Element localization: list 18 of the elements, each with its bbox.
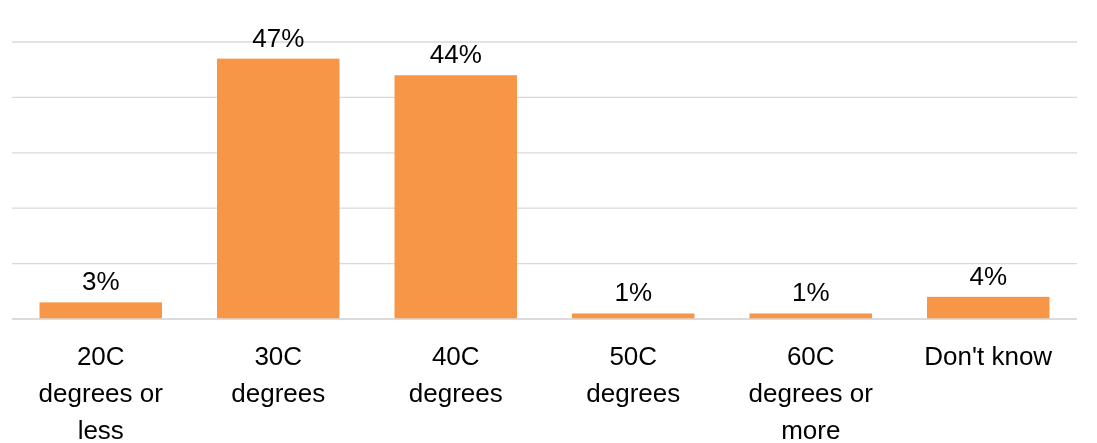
bar — [39, 302, 162, 319]
data-label: 47% — [252, 22, 305, 53]
bar — [572, 313, 695, 319]
x-tick-label: 20C degrees or less — [38, 341, 164, 443]
bar — [927, 296, 1050, 319]
x-tick-label: Don't know — [924, 341, 1053, 371]
x-tick-label: 30C degrees — [231, 341, 326, 408]
bar — [217, 58, 340, 319]
data-label: 1% — [791, 277, 830, 308]
data-label: 3% — [81, 266, 120, 297]
x-tick-label: 60C degrees or more — [748, 341, 874, 443]
data-label: 44% — [429, 39, 482, 70]
bar — [394, 75, 517, 319]
bar — [749, 313, 872, 319]
x-tick-label: 50C degrees — [586, 341, 681, 408]
data-label: 1% — [614, 277, 653, 308]
data-label: 4% — [969, 260, 1008, 291]
x-tick-label: 40C degrees — [408, 341, 503, 408]
